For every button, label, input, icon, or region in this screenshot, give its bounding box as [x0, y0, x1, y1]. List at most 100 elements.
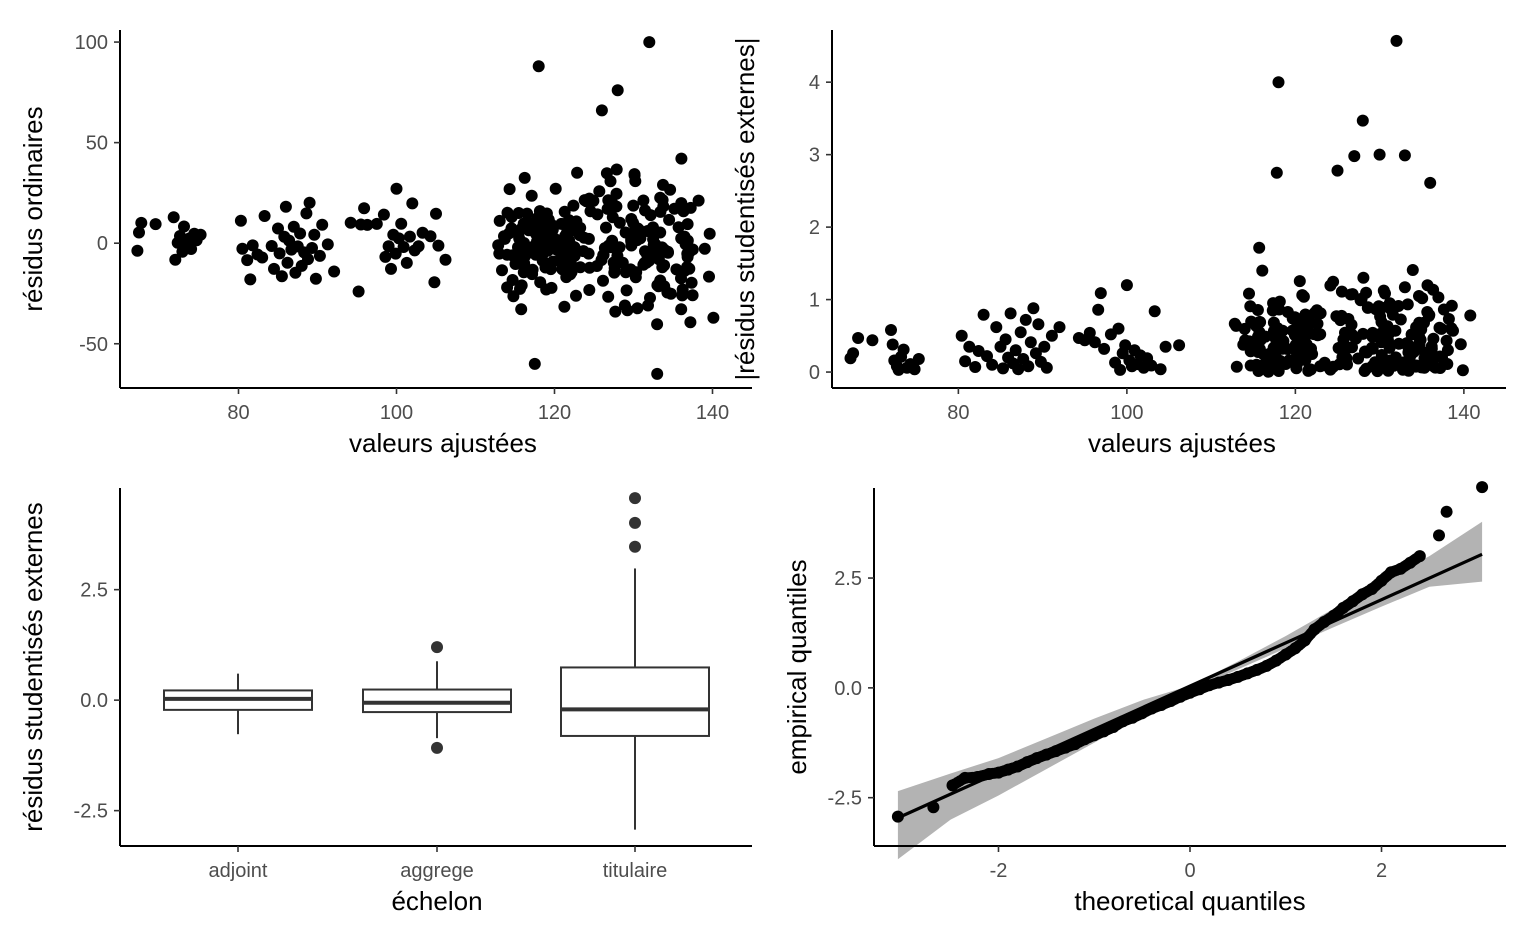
- data-point: [604, 175, 617, 188]
- data-point: [1279, 648, 1292, 661]
- data-point: [1012, 363, 1025, 376]
- data-point: [1159, 340, 1172, 353]
- data-point: [707, 311, 720, 324]
- data-point: [1027, 302, 1040, 315]
- x-tick-label: 140: [1447, 402, 1480, 424]
- data-point: [1038, 340, 1051, 353]
- box-aggrege: [362, 641, 512, 754]
- data-point: [571, 166, 584, 179]
- y-tick-label: 2: [809, 217, 820, 239]
- data-point: [1222, 674, 1235, 686]
- data-point: [1303, 363, 1315, 376]
- data-point: [385, 262, 397, 275]
- data-point: [430, 207, 442, 220]
- data-point: [493, 247, 506, 260]
- data-point: [328, 265, 341, 278]
- box-titulaire: [560, 492, 710, 830]
- data-point: [496, 264, 508, 277]
- data-point: [866, 334, 879, 347]
- data-point: [1362, 301, 1374, 314]
- data-point: [1413, 550, 1426, 563]
- data-point: [1069, 738, 1082, 751]
- data-point: [567, 199, 580, 212]
- data-point: [590, 260, 603, 272]
- residuals-vs-fitted-panel: -50 0 50 100 80 100 120 140 valeurs ajustées rési…: [18, 30, 752, 458]
- data-point: [597, 249, 610, 262]
- data-point: [616, 256, 629, 269]
- abs-studentized-vs-fitted-panel: 0 1 2 3 4 80 100 120 140 valeurs ajustées |résidus…: [730, 30, 1506, 458]
- x-tick-label: adjoint: [209, 860, 268, 882]
- data-point: [1184, 686, 1196, 699]
- data-point: [131, 244, 144, 257]
- y-tick-label: 0: [809, 362, 820, 384]
- data-point: [1174, 690, 1187, 703]
- data-point: [644, 291, 656, 304]
- data-point: [959, 771, 971, 784]
- data-point: [643, 36, 656, 49]
- data-point: [1145, 359, 1158, 372]
- data-point: [1346, 288, 1359, 301]
- y-tick-label: 0.0: [834, 678, 862, 700]
- data-point: [628, 168, 641, 181]
- y-tick-label: 0: [97, 233, 108, 255]
- y-axis-title: résidus ordinaires: [18, 106, 48, 311]
- data-point: [517, 266, 530, 279]
- data-point: [627, 199, 640, 212]
- data-point: [1404, 349, 1417, 362]
- outlier-point: [629, 540, 641, 553]
- data-point: [1004, 307, 1017, 320]
- data-point: [1119, 339, 1132, 352]
- data-point: [1437, 303, 1450, 316]
- data-point: [570, 289, 582, 302]
- data-point: [545, 281, 558, 294]
- data-point: [309, 272, 322, 285]
- data-point: [1425, 340, 1438, 353]
- data-point: [1173, 339, 1186, 352]
- data-point: [1014, 326, 1027, 339]
- data-point: [1092, 303, 1105, 316]
- data-point: [681, 247, 694, 260]
- data-point: [306, 242, 318, 254]
- data-point: [1401, 298, 1414, 311]
- data-point: [1262, 365, 1275, 378]
- data-point: [1289, 642, 1302, 655]
- data-point: [897, 343, 910, 356]
- data-point: [424, 230, 437, 243]
- data-point: [558, 243, 571, 256]
- outlier-point: [431, 741, 443, 754]
- data-point: [1290, 328, 1303, 341]
- data-point: [1293, 275, 1306, 288]
- data-point: [1464, 309, 1477, 322]
- data-point: [534, 276, 547, 289]
- data-point: [613, 241, 626, 254]
- data-point: [389, 247, 402, 260]
- data-point: [1365, 583, 1378, 595]
- data-point: [358, 202, 371, 215]
- data-point: [681, 218, 694, 231]
- data-point: [969, 361, 982, 373]
- x-tick-label: 100: [1110, 402, 1143, 424]
- data-point: [1413, 290, 1425, 302]
- data-point: [1427, 351, 1440, 364]
- data-point: [169, 253, 182, 266]
- data-point: [246, 239, 259, 252]
- data-point: [1410, 359, 1423, 372]
- data-point: [999, 333, 1012, 346]
- data-point: [625, 213, 638, 225]
- data-point: [377, 208, 390, 221]
- data-point: [316, 218, 329, 231]
- data-point: [601, 202, 614, 215]
- data-point: [1045, 329, 1058, 342]
- data-point: [321, 238, 334, 251]
- data-point: [637, 194, 650, 207]
- x-tick-label: 100: [380, 402, 413, 424]
- data-point: [1032, 318, 1045, 331]
- data-point: [1252, 330, 1264, 343]
- data-point: [1422, 310, 1435, 322]
- data-point: [602, 290, 615, 303]
- data-point: [684, 316, 697, 329]
- data-point: [1203, 679, 1216, 692]
- data-point: [361, 218, 374, 231]
- data-point: [692, 194, 705, 207]
- data-point: [1083, 326, 1096, 339]
